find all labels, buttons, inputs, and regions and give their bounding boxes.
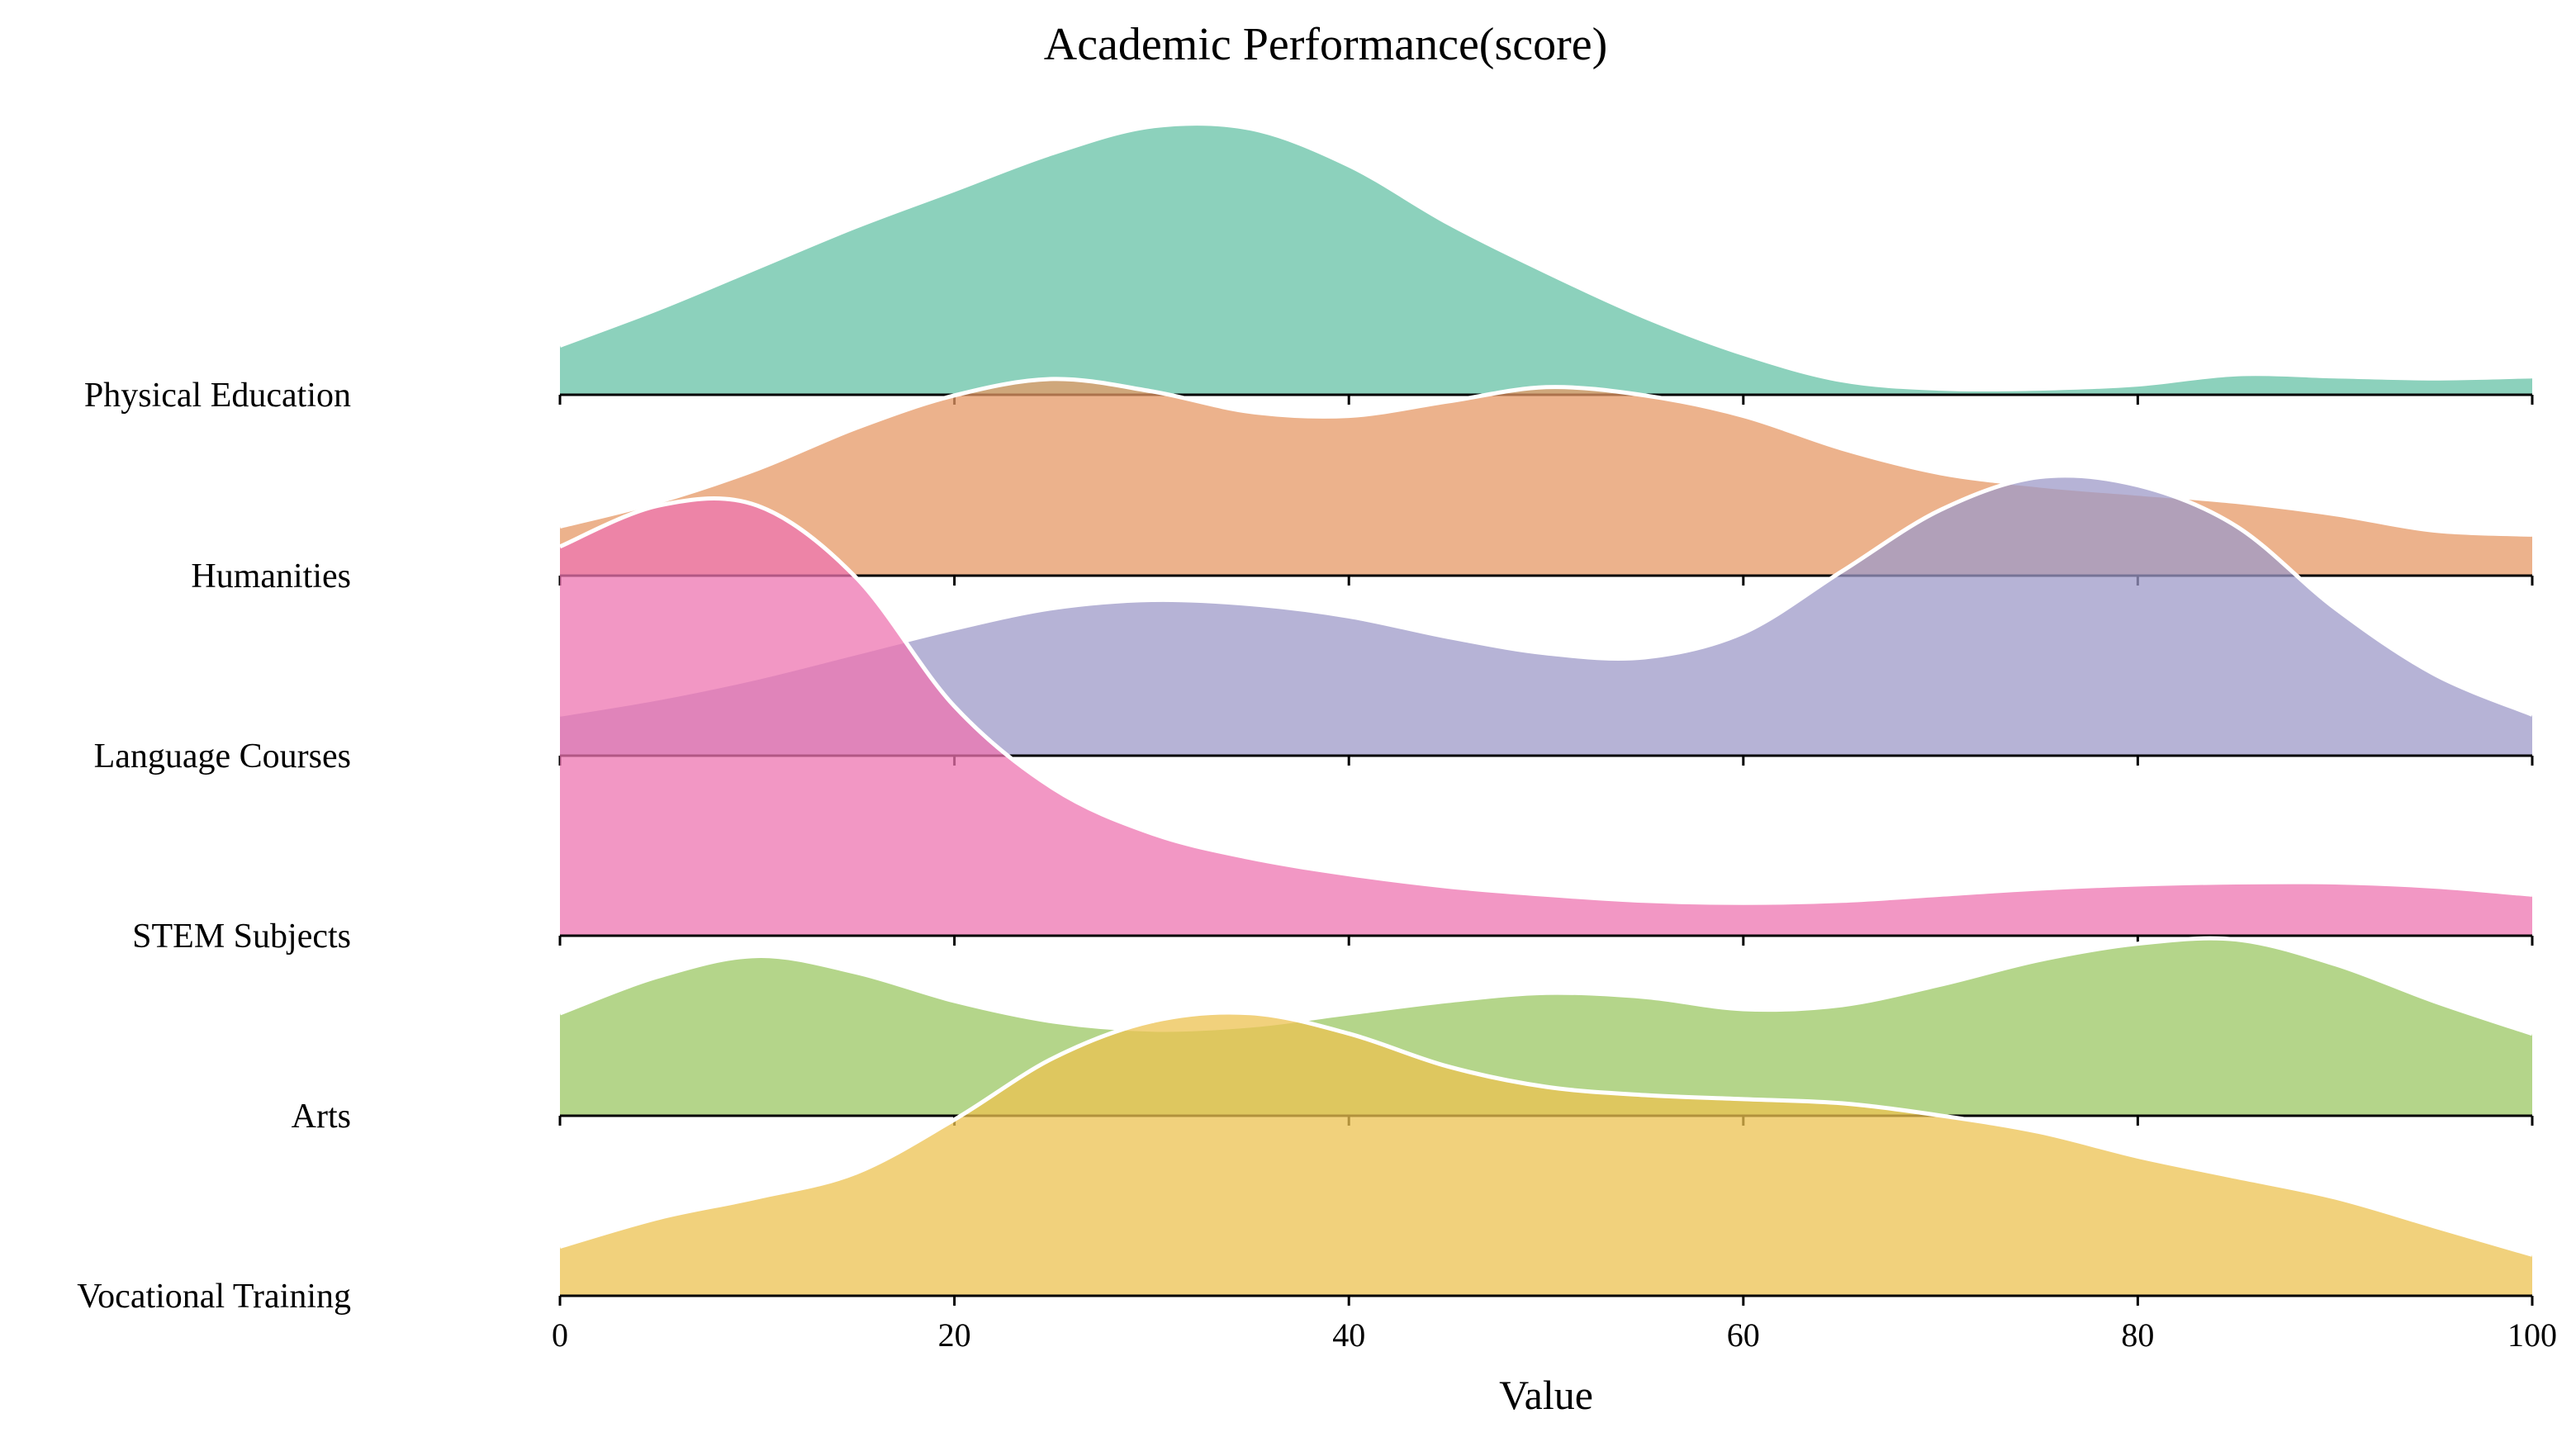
x-tick-label: 80 — [2121, 1316, 2154, 1354]
x-tick-label: 20 — [938, 1316, 971, 1354]
category-label-vocational-training: Vocational Training — [77, 1278, 351, 1316]
category-labels: Physical Education Humanities Language Cou… — [77, 377, 351, 1316]
x-tick-label: 100 — [2507, 1316, 2557, 1354]
ridge-outline-arts — [559, 936, 2533, 1036]
category-label-humanities: Humanities — [191, 557, 351, 595]
ridge-outline-stem-subjects — [559, 496, 2533, 905]
ridge-area-language-courses — [560, 475, 2532, 756]
chart-title: Academic Performance(score) — [1044, 19, 1608, 70]
category-label-arts: Arts — [292, 1098, 351, 1136]
category-label-stem-subjects: STEM Subjects — [132, 918, 351, 956]
x-tick-label: 60 — [1727, 1316, 1760, 1354]
x-tick-label: 40 — [1332, 1316, 1365, 1354]
ridge-area-stem-subjects — [560, 498, 2532, 936]
x-axis: 0 20 40 60 80 100 — [552, 1316, 2557, 1354]
ridge-outline-humanities — [559, 377, 2533, 537]
ridge-outline-physical-education — [559, 121, 2533, 392]
ridge-area-physical-education — [560, 123, 2532, 396]
category-label-language-courses: Language Courses — [94, 737, 351, 775]
x-axis-label: Value — [1499, 1372, 1593, 1418]
ridges-layer — [558, 121, 2534, 1306]
ridge-outline-vocational-training — [559, 1010, 2533, 1257]
ridge-area-vocational-training — [560, 1012, 2532, 1296]
category-label-physical-education: Physical Education — [84, 377, 351, 415]
x-tick-label: 0 — [552, 1316, 568, 1354]
